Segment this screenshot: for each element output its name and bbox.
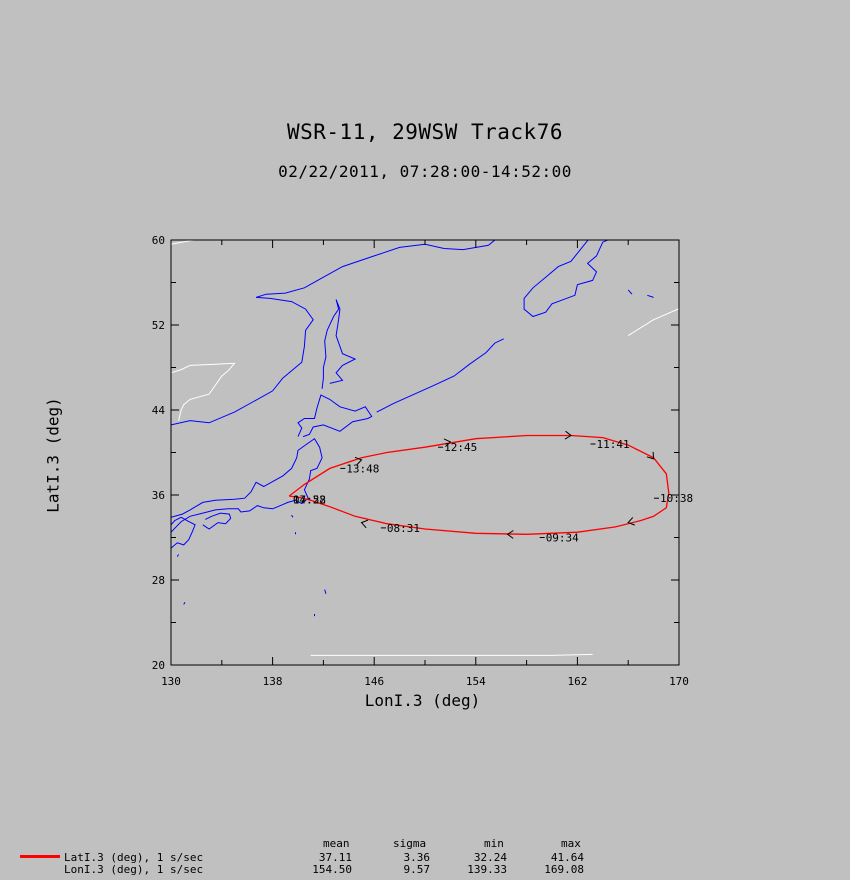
border-line-3 [310, 653, 593, 656]
coastline-14 [324, 589, 327, 594]
border-line-2 [627, 308, 679, 337]
track-series-line [288, 434, 670, 535]
coastline-10 [291, 514, 294, 518]
coastline-12 [176, 554, 180, 557]
track-point [666, 507, 667, 508]
y-tick-label: 36 [152, 489, 165, 502]
time-label: 12:45 [444, 441, 477, 454]
time-label: 14:52 [293, 493, 326, 506]
y-tick-label: 28 [152, 574, 165, 587]
track-point [329, 468, 330, 469]
border-line-0 [171, 362, 236, 421]
x-tick-label: 138 [263, 675, 283, 688]
coastline-1 [171, 516, 196, 549]
x-axis-label: LonI.3 (deg) [364, 691, 481, 710]
direction-arrow [360, 519, 369, 529]
y-tick-label: 52 [152, 319, 165, 332]
time-label: 08:31 [387, 522, 420, 535]
y-tick-label: 60 [152, 234, 165, 247]
track-point [526, 435, 527, 436]
direction-arrow [506, 530, 514, 539]
chart-subtitle: 02/22/2011, 07:28:00-14:52:00 [278, 162, 572, 181]
coastline-13 [183, 602, 186, 605]
track-point [640, 520, 641, 521]
y-tick-label: 44 [152, 404, 166, 417]
track-point [329, 506, 330, 507]
track-point [475, 438, 476, 439]
track-point [289, 496, 290, 497]
time-label: 11:41 [597, 438, 630, 451]
direction-arrow [354, 456, 363, 466]
x-tick-label: 154 [466, 675, 486, 688]
plot-frame [170, 239, 680, 666]
coastline-3 [297, 394, 373, 438]
coastline-0 [171, 437, 323, 533]
time-label: 09:34 [546, 532, 579, 545]
track-point [355, 516, 356, 517]
time-label: 10:38 [660, 492, 693, 505]
coastline-9 [647, 294, 654, 298]
track-point [361, 457, 362, 458]
track-point [424, 528, 425, 529]
x-tick-label: 130 [161, 675, 181, 688]
time-label: 07:28 [293, 493, 326, 506]
coastline-8 [627, 289, 633, 295]
track-point [666, 473, 667, 474]
track-point [475, 533, 476, 534]
direction-arrow [646, 451, 655, 460]
track-point [653, 516, 654, 517]
track-point [526, 534, 527, 535]
coastline-4 [321, 299, 357, 389]
y-tick-label: 20 [152, 659, 165, 672]
direction-arrow [443, 438, 452, 448]
coastline-layer [171, 240, 654, 617]
x-tick-label: 170 [669, 675, 689, 688]
border-line-1 [171, 240, 197, 245]
coastline-5 [171, 240, 496, 426]
track-point [304, 484, 305, 485]
track-point [615, 526, 616, 527]
coastline-7 [376, 338, 504, 413]
coastline-2 [202, 512, 232, 530]
axes: 130 138 146 154 162 170 20 28 36 44 52 60 [152, 234, 689, 688]
coastline-6 [523, 240, 610, 318]
direction-arrow [627, 517, 635, 526]
y-axis-label: LatI.3 (deg) [43, 397, 63, 513]
direction-arrow [564, 430, 572, 440]
x-tick-label: 146 [364, 675, 384, 688]
border-layer [171, 240, 679, 656]
track-point [424, 447, 425, 448]
time-label: 13:48 [346, 462, 379, 475]
track-layer [288, 430, 670, 539]
track-point [386, 452, 387, 453]
x-tick-label: 162 [567, 675, 587, 688]
chart-title: WSR-11, 29WSW Track76 [286, 120, 563, 144]
